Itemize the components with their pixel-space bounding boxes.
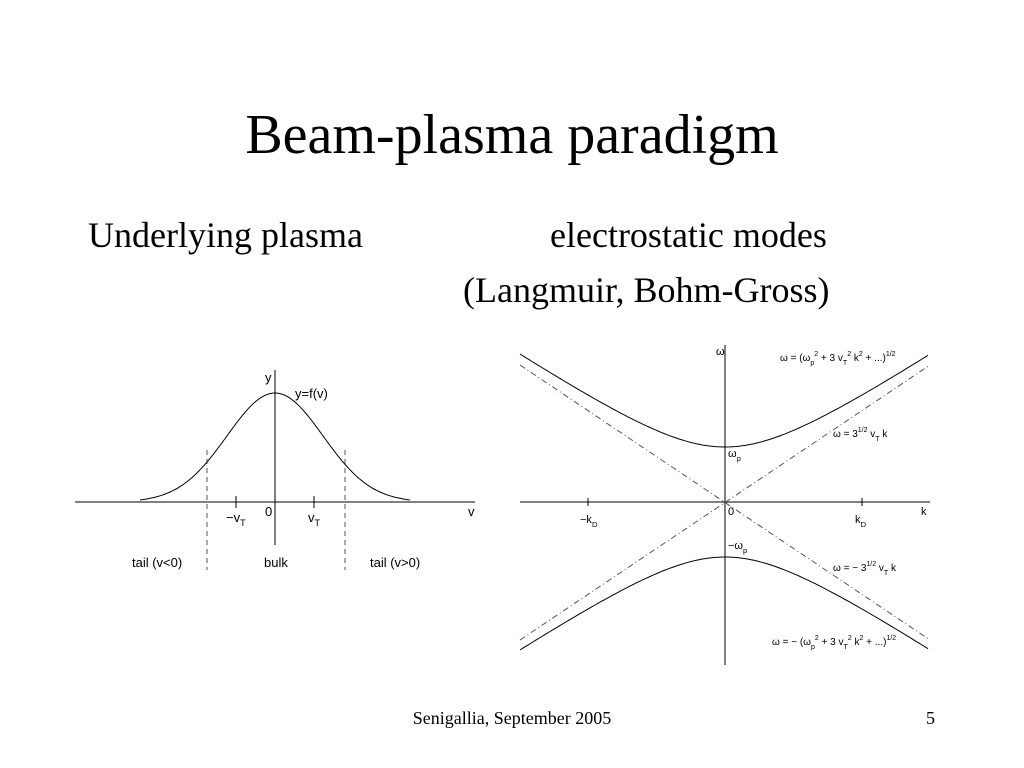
label-part: ω = − 3: [833, 563, 867, 574]
slide-title: Beam-plasma paradigm: [245, 104, 778, 166]
diagram-label: 0: [265, 504, 272, 519]
footer: Senigallia, September 2005: [413, 708, 611, 728]
label-part: T: [844, 644, 849, 651]
label-part: D: [861, 520, 867, 529]
label-part: ω: [728, 448, 737, 460]
right-heading: electrostatic modes: [550, 215, 827, 255]
label-part: ω: [716, 346, 725, 358]
label-part: T: [875, 436, 880, 443]
label-part: D: [592, 520, 598, 529]
label-part: bulk: [264, 555, 288, 570]
label-part: v: [468, 504, 475, 519]
diagram-label: y: [265, 370, 272, 385]
label-part: 1/2: [858, 427, 868, 434]
upper-branch: [519, 353, 929, 448]
label-part: 2: [859, 351, 863, 358]
label-part: T: [843, 360, 848, 367]
label-part: k: [921, 506, 927, 518]
page-number: 5: [926, 708, 935, 728]
diagram-label: ω = − 31/2 vT k: [833, 561, 897, 577]
diagram-label: −kD: [580, 514, 598, 529]
label-part: v: [308, 510, 315, 525]
label-part: −v: [226, 510, 241, 525]
label-part: 0: [265, 504, 272, 519]
lower-branch: [519, 556, 929, 651]
asymptote: [519, 364, 931, 641]
label-part: −k: [580, 514, 592, 526]
label-part: 2: [815, 635, 819, 642]
right-heading: (Langmuir, Bohm-Gross): [463, 270, 830, 310]
label-part: 0: [728, 506, 734, 518]
diagram-label: kD: [855, 514, 867, 529]
asymptote: [519, 364, 931, 641]
diagram-label: k: [921, 506, 927, 518]
label-part: 2: [847, 351, 851, 358]
label-part: p: [811, 644, 815, 651]
label-part: 2: [848, 635, 852, 642]
label-part: p: [743, 546, 747, 555]
label-part: T: [884, 570, 889, 577]
label-part: −ω: [728, 540, 743, 552]
diagram-label: 0: [728, 506, 734, 518]
label-part: k: [852, 637, 861, 648]
label-part: + 3 v: [819, 637, 844, 648]
dispersion-diagram: ωω = (ωp2 + 3 vT2 k2 + ...)1/2ω = 31/2 v…: [519, 345, 931, 665]
label-part: y=f(v): [295, 386, 328, 401]
diagram-label: tail (v<0): [132, 555, 182, 570]
label-part: ω = − (ω: [772, 637, 811, 648]
label-part: tail (v>0): [370, 555, 420, 570]
distribution-curve: [139, 392, 411, 501]
label-part: + ...): [863, 637, 886, 648]
diagram-label: ω = 31/2 vT k: [833, 427, 888, 443]
label-part: k: [880, 429, 889, 440]
label-part: + ...): [863, 353, 886, 364]
label-part: p: [737, 454, 741, 463]
diagram-label: bulk: [264, 555, 288, 570]
diagram-label: ω: [716, 346, 725, 358]
diagram-label: y=f(v): [295, 386, 328, 401]
label-part: tail (v<0): [132, 555, 182, 570]
diagram-label: vT: [308, 510, 321, 528]
label-part: ω = 3: [833, 429, 858, 440]
label-part: v: [876, 563, 884, 574]
left-heading: Underlying plasma: [88, 215, 363, 255]
diagram-label: tail (v>0): [370, 555, 420, 570]
label-part: p: [810, 360, 814, 367]
label-part: 1/2: [886, 351, 896, 358]
label-part: k: [851, 353, 860, 364]
label-part: T: [315, 518, 321, 528]
label-part: + 3 v: [818, 353, 843, 364]
label-part: T: [240, 518, 246, 528]
label-part: 2: [814, 351, 818, 358]
label-part: y: [265, 370, 272, 385]
diagram-label: ωp: [728, 448, 741, 463]
label-part: v: [868, 429, 876, 440]
label-part: 1/2: [886, 635, 896, 642]
diagram-label: v: [468, 504, 475, 519]
label-part: k: [855, 514, 861, 526]
diagram-label: ω = (ωp2 + 3 vT2 k2 + ...)1/2: [780, 351, 896, 367]
diagram-label: −ωp: [728, 540, 747, 555]
label-part: ω = (ω: [780, 353, 811, 364]
diagram-label: ω = − (ωp2 + 3 vT2 k2 + ...)1/2: [772, 635, 896, 651]
label-part: k: [888, 563, 897, 574]
diagram-label: −vT: [226, 510, 246, 528]
label-part: 1/2: [866, 561, 876, 568]
label-part: 2: [860, 635, 864, 642]
